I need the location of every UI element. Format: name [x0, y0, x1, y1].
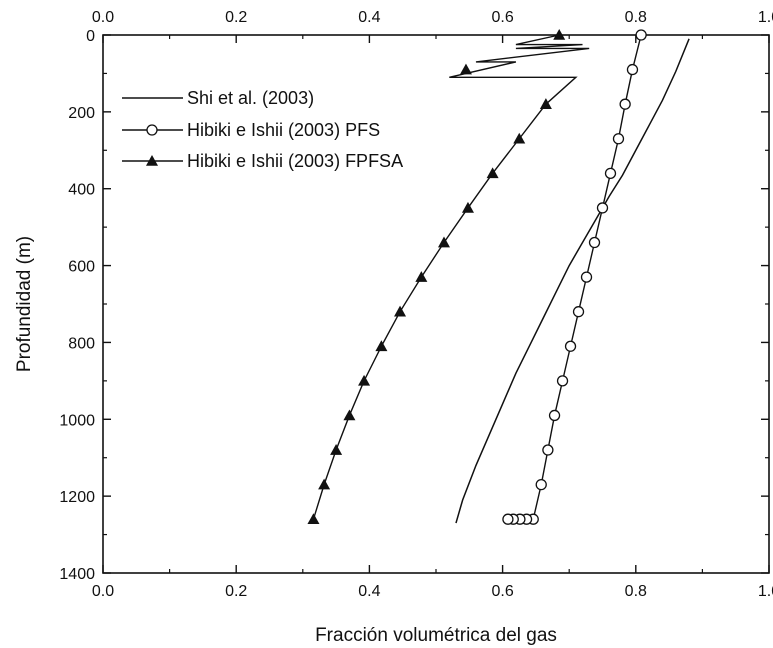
x-tick-label-bottom: 0.8: [625, 583, 647, 600]
pfs-point: [542, 444, 554, 456]
x-tick-label-bottom: 1.0: [758, 583, 773, 600]
pfs-point: [572, 306, 585, 318]
fpfsa-point: [318, 478, 331, 490]
plot-frame: [102, 34, 770, 574]
y-tick-label: 1000: [59, 412, 95, 429]
fpfsa-point: [461, 201, 474, 213]
y-tick-label: 200: [68, 105, 95, 122]
fpfsa-point: [486, 167, 499, 179]
x-tick-label-top: 0.6: [491, 9, 513, 26]
pfs-point: [535, 478, 547, 491]
legend-marker-triangle: [146, 155, 158, 166]
pfs-point: [556, 375, 569, 387]
fpfsa-point: [437, 236, 450, 248]
fpfsa-point: [415, 271, 428, 282]
fpfsa-point: [394, 305, 407, 317]
y-tick-label: 1400: [59, 566, 95, 583]
y-tick-label: 800: [68, 335, 95, 352]
pfs-point: [548, 409, 561, 422]
pfs-point: [612, 133, 625, 145]
fpfsa-point: [459, 63, 472, 75]
legend-label: Shi et al. (2003): [187, 88, 314, 108]
x-tick-label-top: 0.0: [92, 9, 114, 26]
pfs-point: [596, 202, 609, 214]
fpfsa-point: [539, 98, 552, 109]
series-layer: [307, 29, 690, 525]
y-axis-label: Profundidad (m): [14, 236, 35, 372]
fpfsa-point: [513, 132, 526, 144]
legend-label: Hibiki e Ishii (2003) FPFSA: [187, 151, 403, 171]
x-tick-label-top: 1.0: [758, 9, 773, 26]
x-axis-label: Fracción volumétrica del gas: [315, 625, 557, 646]
x-tick-label-bottom: 0.4: [358, 583, 380, 600]
pfs-point: [588, 236, 601, 249]
pfs-point: [564, 340, 577, 352]
fpfsa-point: [553, 29, 566, 40]
y-tick-label: 0: [86, 28, 95, 45]
fpfsa-point: [375, 340, 388, 352]
y-tick-label: 1200: [59, 489, 95, 506]
x-tick-label-top: 0.4: [358, 9, 380, 26]
pfs-point: [626, 63, 639, 76]
y-tick-label: 400: [68, 182, 95, 199]
tick-labels: 0.0 0.0 0.2 0.2 0.4 0.4 0.6 0.6 0.8 0.8 1.0 1.0 0 200…: [59, 9, 773, 600]
x-tick-label-bottom: 0.2: [225, 583, 247, 600]
series-line-fpfsa-top: [449, 34, 590, 105]
pfs-point: [580, 271, 593, 283]
fpfsa-point: [358, 374, 371, 386]
x-tick-label-bottom: 0.0: [92, 583, 114, 600]
legend-marker-circle: [146, 124, 158, 136]
x-tick-label-top: 0.8: [625, 9, 647, 26]
pfs-point: [502, 513, 514, 525]
ticks: [102, 34, 770, 574]
fpfsa-point: [330, 444, 343, 455]
pfs-point: [619, 98, 631, 110]
legend: Shi et al. (2003) Hibiki e Ishii (2003) P…: [122, 88, 403, 171]
y-tick-label: 600: [68, 259, 95, 276]
legend-label: Hibiki e Ishii (2003) PFS: [187, 120, 380, 140]
x-tick-label-top: 0.2: [225, 9, 247, 26]
series-line-shi: [455, 38, 690, 524]
fpfsa-point: [343, 409, 356, 421]
pfs-point: [604, 167, 617, 179]
x-tick-label-bottom: 0.6: [491, 583, 513, 600]
pfs-point: [635, 29, 647, 41]
fpfsa-point: [307, 513, 320, 524]
